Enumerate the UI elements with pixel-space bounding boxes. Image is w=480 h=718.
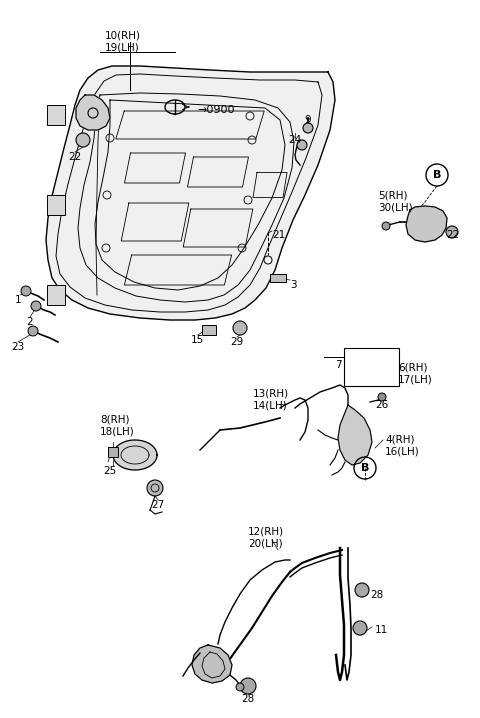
Circle shape [240, 678, 256, 694]
Text: 25: 25 [103, 466, 117, 476]
Text: 27: 27 [151, 500, 165, 510]
Text: 11: 11 [375, 625, 388, 635]
Text: B: B [433, 170, 441, 180]
Circle shape [236, 683, 244, 691]
Text: 1: 1 [15, 295, 21, 305]
Circle shape [303, 123, 313, 133]
Text: 17(LH): 17(LH) [398, 375, 433, 385]
Text: 4(RH): 4(RH) [385, 435, 415, 445]
Text: 12(RH): 12(RH) [248, 526, 284, 536]
Text: 6(RH): 6(RH) [398, 363, 428, 373]
Circle shape [297, 140, 307, 150]
Text: 22: 22 [68, 152, 82, 162]
Polygon shape [338, 405, 372, 465]
Text: →0900: →0900 [197, 105, 235, 115]
Text: 19(LH): 19(LH) [105, 42, 140, 52]
Text: 28: 28 [241, 694, 254, 704]
Text: 3: 3 [290, 280, 297, 290]
Circle shape [233, 321, 247, 335]
Text: 2: 2 [27, 317, 33, 327]
Polygon shape [46, 66, 335, 320]
Circle shape [382, 222, 390, 230]
Text: 24: 24 [288, 135, 301, 145]
Circle shape [446, 226, 458, 238]
Polygon shape [406, 206, 447, 242]
Text: 23: 23 [12, 342, 24, 352]
Text: 18(LH): 18(LH) [100, 427, 135, 437]
Text: 8(RH): 8(RH) [100, 415, 130, 425]
Text: 14(LH): 14(LH) [253, 400, 288, 410]
Bar [202, 325, 216, 335]
Text: 26: 26 [375, 400, 388, 410]
Text: 16(LH): 16(LH) [385, 447, 420, 457]
Text: 9: 9 [305, 115, 312, 125]
Bar [344, 348, 399, 386]
Polygon shape [113, 440, 157, 470]
Circle shape [21, 286, 31, 296]
Polygon shape [76, 95, 110, 130]
Text: 22: 22 [446, 230, 460, 240]
Bar [47, 105, 65, 125]
Text: 30(LH): 30(LH) [378, 202, 413, 212]
Bar [270, 274, 286, 282]
Circle shape [28, 326, 38, 336]
Circle shape [31, 301, 41, 311]
Text: 15: 15 [191, 335, 204, 345]
Circle shape [355, 583, 369, 597]
Bar [47, 285, 65, 305]
Circle shape [76, 133, 90, 147]
Text: 5(RH): 5(RH) [378, 190, 408, 200]
Text: 21: 21 [272, 230, 285, 240]
Text: B: B [361, 463, 369, 473]
Text: 10(RH): 10(RH) [105, 30, 141, 40]
Text: 7: 7 [335, 360, 342, 370]
Circle shape [147, 480, 163, 496]
Bar [47, 195, 65, 215]
Text: 29: 29 [230, 337, 244, 347]
Polygon shape [192, 645, 232, 683]
Text: 28: 28 [370, 590, 383, 600]
Text: 13(RH): 13(RH) [253, 388, 289, 398]
Text: 20(LH): 20(LH) [248, 538, 283, 548]
Bar [108, 447, 118, 457]
Circle shape [378, 393, 386, 401]
Circle shape [353, 621, 367, 635]
